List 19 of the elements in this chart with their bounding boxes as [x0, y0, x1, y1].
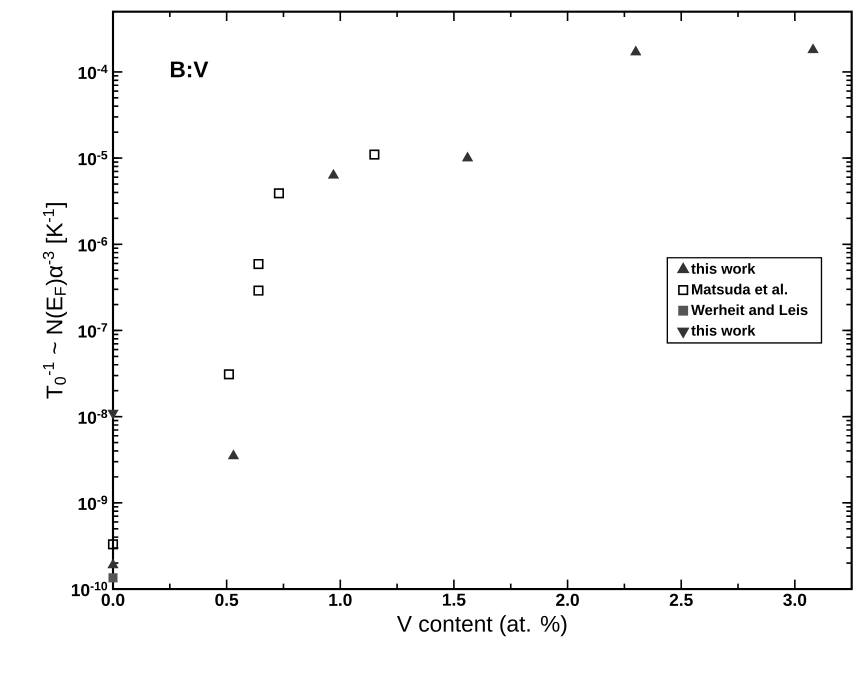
- y-tick-label: 10$^{-6}$: [78, 237, 108, 252]
- x-tick-label: 3.0: [783, 594, 806, 606]
- legend-label: this work: [691, 324, 756, 336]
- annotation: B:V: [170, 62, 208, 78]
- x-axis-title: V content (at. %): [396, 615, 566, 636]
- x-tick-label: 2.5: [670, 594, 693, 606]
- y-tick-label: 10$^{-9}$: [78, 496, 108, 510]
- y-tick-label: 10$^{-5}$: [78, 150, 108, 166]
- legend-label: this work: [691, 263, 756, 274]
- legend-label: Werheit and Leis: [691, 304, 808, 316]
- y-tick-label: 10$^{-4}$: [78, 64, 108, 80]
- x-tick-label: 1.5: [442, 594, 466, 606]
- legend-label: Matsuda et al.: [692, 284, 787, 294]
- x-tick-label: 2.0: [556, 594, 579, 606]
- text: T$_{0}$$^{-1}$ ~ N(E$_{F}$)α$^{-3}$ [K$^{-1}$]: [42, 203, 67, 399]
- y-tick-label: 10$^{-7}$: [78, 323, 108, 338]
- y-tick-label: 10$^{-8}$: [78, 409, 108, 424]
- x-tick-label: 1.0: [329, 594, 352, 606]
- x-tick-label: 0.5: [215, 594, 238, 606]
